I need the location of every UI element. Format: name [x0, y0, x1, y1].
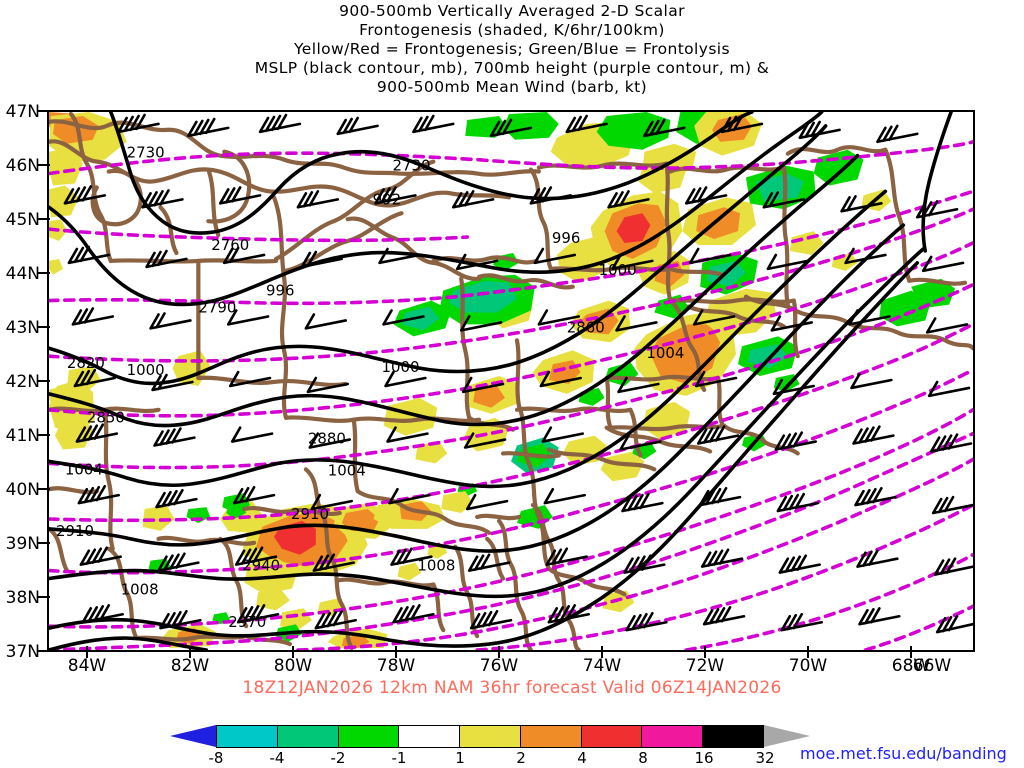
y-tick-7	[38, 488, 50, 490]
mslp-contours	[49, 112, 953, 650]
title-line-3: Yellow/Red = Frontogenesis; Green/Blue =…	[294, 40, 730, 58]
y-tick-label-10: 37N	[5, 642, 40, 662]
y-tick-label-8: 39N	[5, 534, 40, 554]
label-1004-b: 1004	[646, 344, 684, 362]
colorbar-tick-2: -2	[330, 749, 346, 767]
y-tick-10	[38, 650, 50, 652]
y-tick-label-5: 42N	[5, 372, 40, 392]
x-tick-label-0: 84W	[67, 656, 107, 676]
colorbar-cells	[216, 725, 764, 748]
y-tick-8	[38, 542, 50, 544]
label-2790: 2790	[198, 299, 236, 317]
y-tick-label-3: 44N	[5, 264, 40, 284]
colorbar-tick-1: -4	[269, 749, 285, 767]
label-1004: 1004	[328, 461, 366, 479]
chart-title-block: 900-500mb Vertically Averaged 2-D Scalar…	[0, 2, 1024, 97]
y-tick-4	[38, 326, 50, 328]
title-line-4: MSLP (black contour, mb), 700mb height (…	[254, 59, 770, 77]
y-tick-2	[38, 218, 50, 220]
y-tick-label-1: 46N	[5, 156, 40, 176]
wind-barbs	[63, 113, 973, 634]
x-tick-label-7: 70W	[788, 656, 828, 676]
x-tick-1	[189, 646, 191, 658]
label-1008-b: 1008	[417, 557, 455, 575]
colorbar-cell-3	[399, 726, 461, 747]
x-tick-2	[292, 646, 294, 658]
x-tick-8	[910, 646, 912, 658]
label-1000-c: 1000	[382, 358, 420, 376]
y-tick-label-6: 41N	[5, 426, 40, 446]
y-tick-label-9: 38N	[5, 588, 40, 608]
x-tick-label-9: 66W	[912, 656, 952, 676]
title-line-5: 900-500mb Mean Wind (barb, kt)	[376, 78, 648, 96]
label-2860: 2860	[567, 318, 605, 336]
height-contours-700mb	[49, 139, 973, 650]
y-tick-1	[38, 164, 50, 166]
y-tick-3	[38, 272, 50, 274]
x-tick-label-4: 76W	[479, 656, 519, 676]
colorbar-cell-6	[581, 726, 643, 747]
colorbar-cell-0	[217, 726, 278, 747]
y-tick-5	[38, 380, 50, 382]
label-1000: 1000	[127, 361, 165, 379]
colorbar-tick-6: 4	[577, 749, 587, 767]
label-1008: 1008	[121, 580, 159, 598]
label-2730: 2730	[127, 144, 165, 162]
y-tick-label-7: 40N	[5, 480, 40, 500]
label-996: 996	[266, 282, 294, 300]
colorbar-cell-7	[642, 726, 704, 747]
colorbar-tick-0: -8	[208, 749, 224, 767]
colorbar: -8 -4 -2 -1 1 2 4 8 16 32	[170, 725, 810, 768]
x-tick-label-3: 78W	[376, 656, 416, 676]
contour-labels: 2730 2730 992 2760 996 996 2790 1000 282…	[56, 144, 684, 631]
y-tick-label-4: 43N	[5, 318, 40, 338]
label-2820: 2820	[67, 354, 105, 372]
y-tick-0	[38, 110, 50, 112]
colorbar-cell-8	[703, 726, 764, 747]
colorbar-cell-5	[520, 726, 582, 747]
label-1004-c: 1004	[65, 460, 103, 478]
colorbar-tick-9: 32	[755, 749, 775, 767]
title-line-1: 900-500mb Vertically Averaged 2-D Scalar	[339, 2, 685, 20]
y-tick-label-0: 47N	[5, 102, 40, 122]
x-tick-4	[498, 646, 500, 658]
x-tick-label-5: 74W	[582, 656, 622, 676]
colorbar-tick-5: 2	[516, 749, 526, 767]
x-tick-3	[395, 646, 397, 658]
x-tick-label-1: 82W	[170, 656, 210, 676]
x-tick-6	[704, 646, 706, 658]
label-1000-b: 1000	[599, 261, 637, 279]
label-2730-b: 2730	[393, 157, 431, 175]
colorbar-tick-3: -1	[391, 749, 407, 767]
colorbar-over-arrow	[764, 725, 810, 747]
map-canvas: 2730 2730 992 2760 996 996 2790 1000 282…	[49, 112, 973, 650]
label-2910: 2910	[56, 522, 94, 540]
colorbar-under-arrow	[170, 725, 216, 747]
label-2910-b: 2910	[291, 505, 329, 523]
colorbar-tick-4: 1	[455, 749, 465, 767]
x-tick-0	[86, 646, 88, 658]
attribution-link[interactable]: moe.met.fsu.edu/banding	[800, 744, 1007, 763]
label-2850: 2850	[87, 409, 125, 427]
colorbar-cell-1	[277, 726, 339, 747]
label-2760: 2760	[211, 236, 249, 254]
colorbar-cell-4	[460, 726, 521, 747]
forecast-valid-text: 18Z12JAN2026 12km NAM 36hr forecast Vali…	[242, 678, 782, 698]
y-tick-label-2: 45N	[5, 210, 40, 230]
x-tick-label-8: 68W	[891, 656, 931, 676]
map-plot-area: 2730 2730 992 2760 996 996 2790 1000 282…	[47, 110, 975, 652]
colorbar-cell-2	[338, 726, 400, 747]
x-tick-label-2: 80W	[273, 656, 313, 676]
y-tick-6	[38, 434, 50, 436]
x-tick-label-6: 72W	[685, 656, 725, 676]
colorbar-tick-8: 16	[694, 749, 714, 767]
x-tick-5	[601, 646, 603, 658]
x-tick-7	[807, 646, 809, 658]
colorbar-tick-7: 8	[638, 749, 648, 767]
title-line-2: Frontogenesis (shaded, K/6hr/100km)	[359, 21, 665, 39]
label-996-b: 996	[552, 229, 580, 247]
y-tick-9	[38, 596, 50, 598]
